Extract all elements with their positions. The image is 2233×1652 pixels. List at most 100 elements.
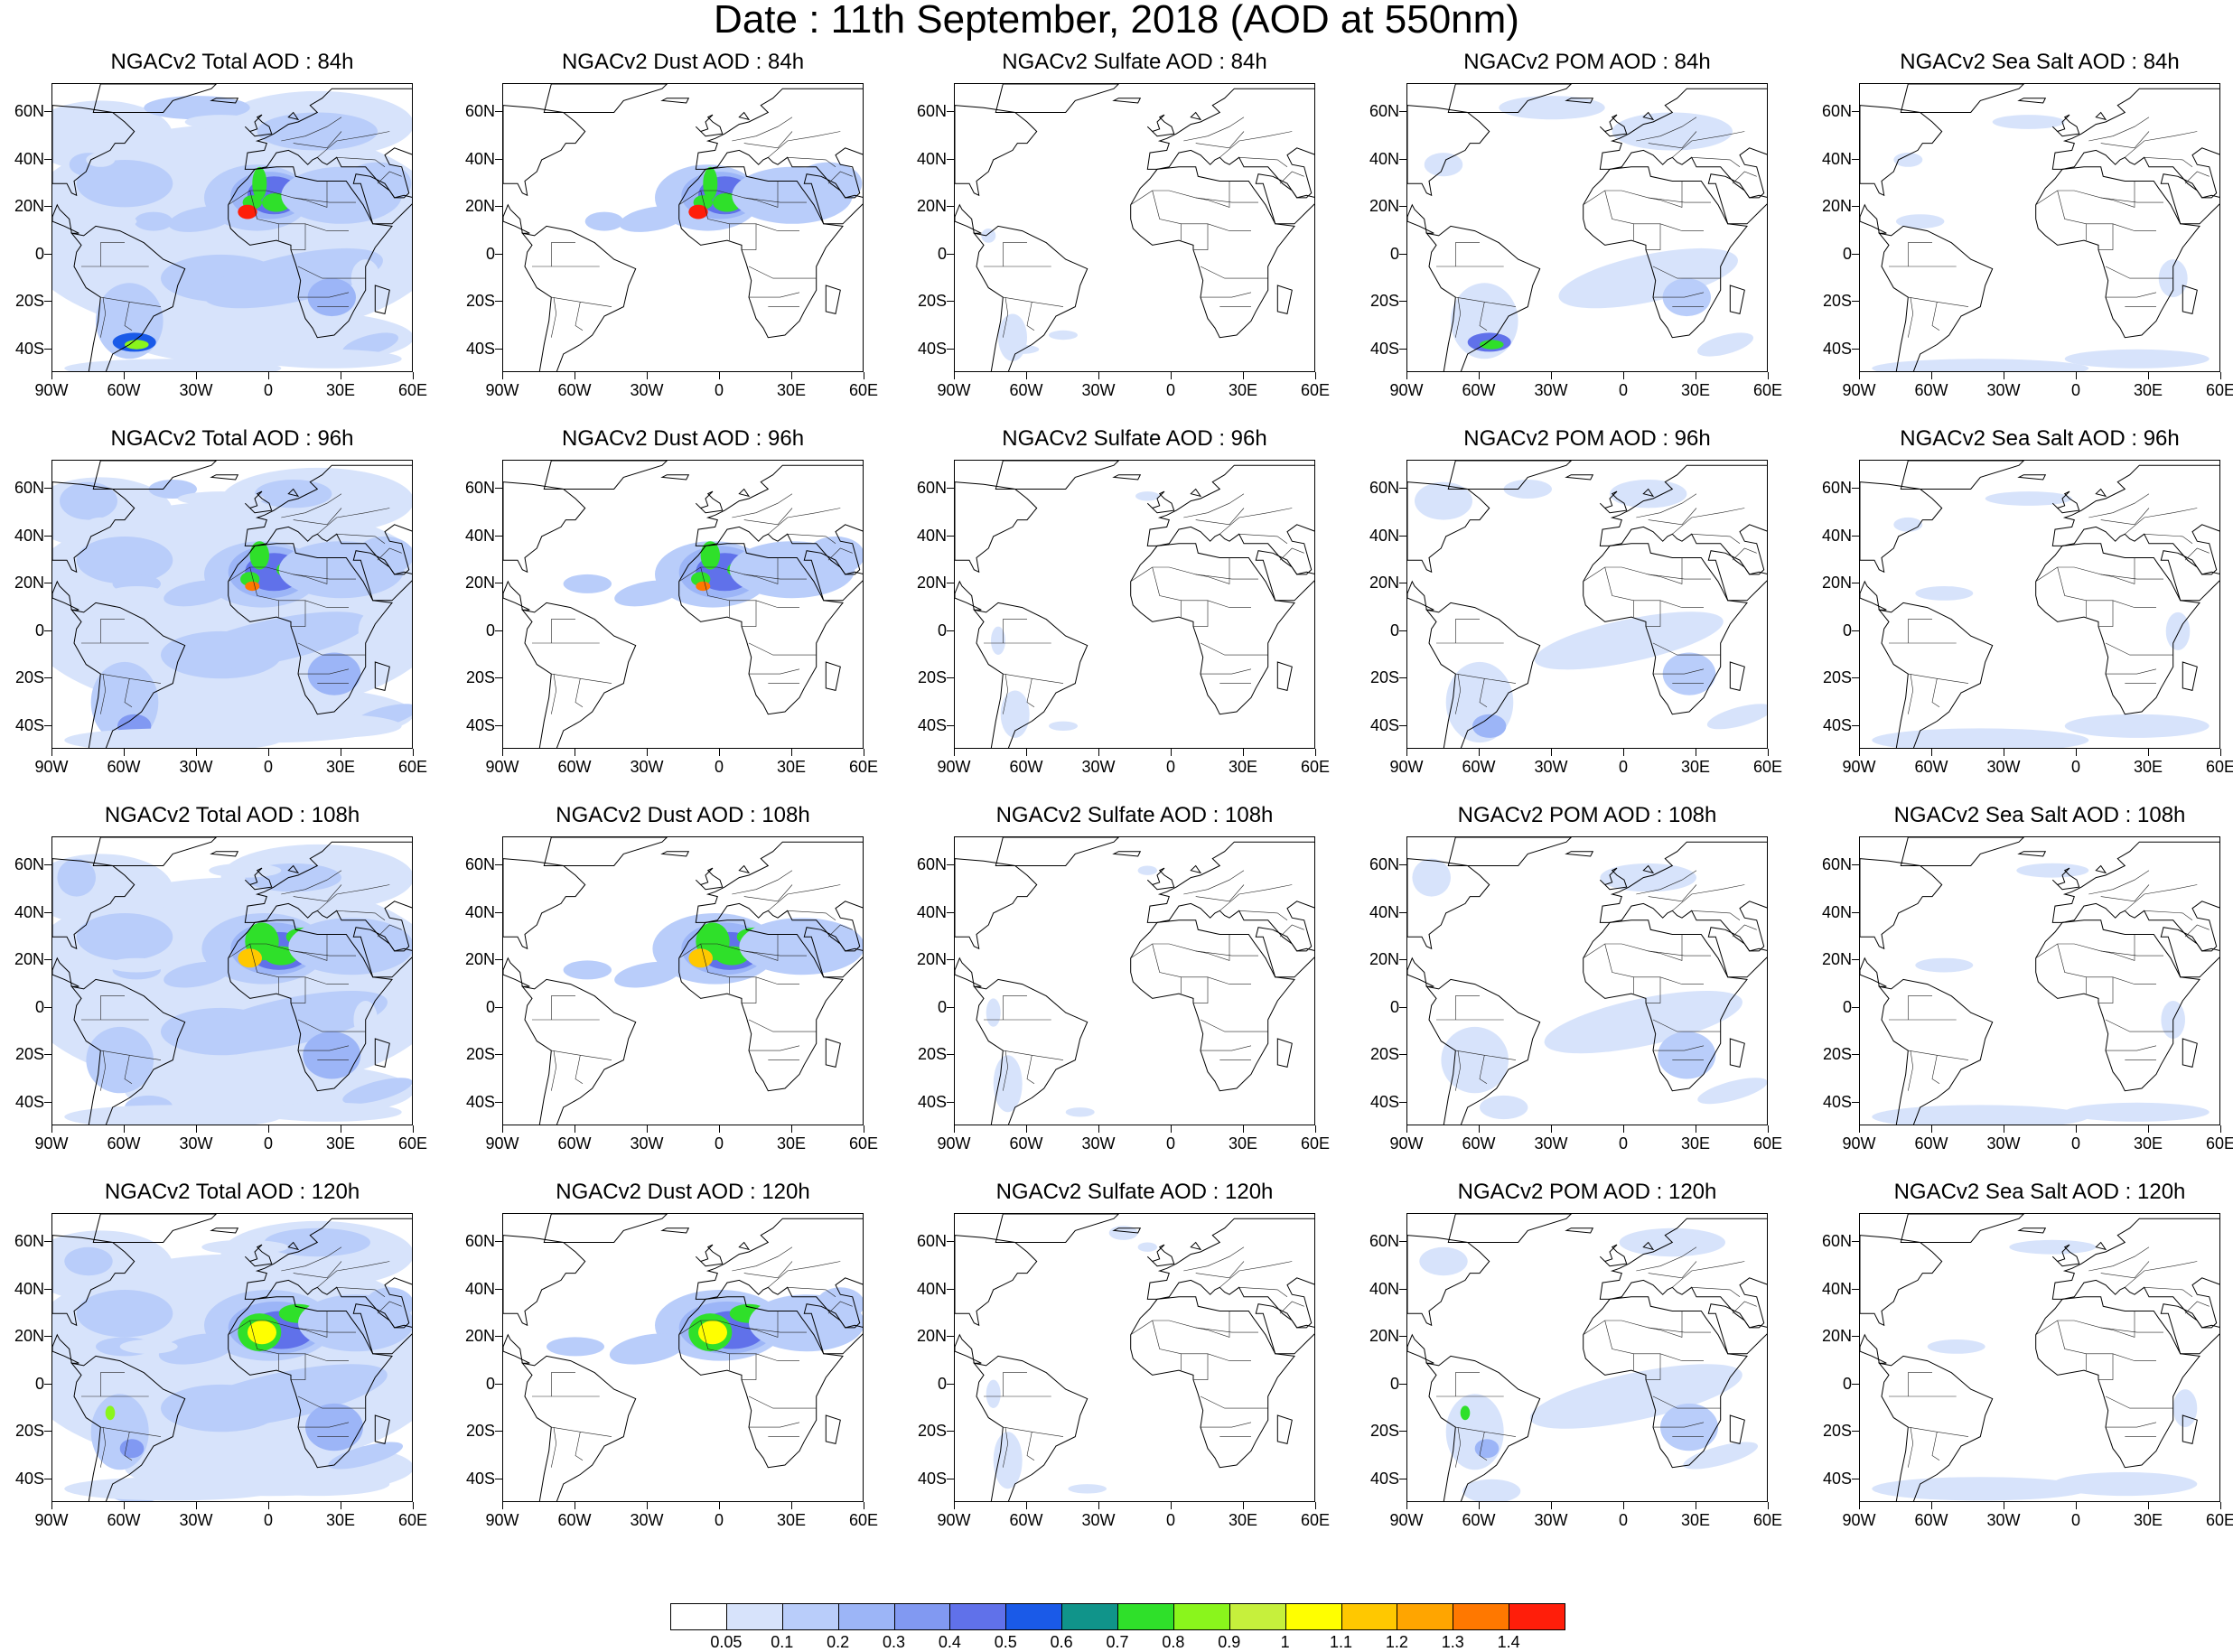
coastline [70,225,186,371]
country-border [1907,1372,1932,1396]
coastline [695,464,863,575]
y-tick [44,959,51,961]
coastline [1130,1296,1295,1469]
y-tick-label: 40N [14,526,44,545]
country-border [2098,223,2114,250]
country-border [1195,884,1245,902]
country-border [1455,673,1517,684]
coastline [1190,111,1202,121]
coastline [543,837,668,866]
country-border [317,131,390,158]
country-border [1193,976,1209,1003]
country-border [1003,673,1064,684]
country-border [1479,678,1488,708]
country-border [1201,1045,1252,1051]
y-tick [44,1431,51,1433]
x-tick-label: 90W [1842,1134,1876,1153]
coastline [1407,203,1434,234]
country-border [228,566,356,583]
coastline [521,225,637,371]
colorbar-label: 0.2 [827,1633,850,1651]
country-border [787,910,836,921]
y-tick-label: 20N [464,950,495,969]
y-tick [1852,158,1859,160]
aod-plume [177,491,265,506]
country-border [768,508,841,535]
y-tick-label: 40S [1369,339,1399,358]
x-tick-label: 30W [630,1134,664,1153]
coastline [52,1235,135,1327]
aod-plume [343,162,412,205]
x-tick [1931,372,1932,379]
country-border [732,1246,793,1272]
x-tick [2148,372,2149,379]
coastline [1707,173,1767,225]
x-tick-label: 60W [1462,1134,1496,1153]
x-tick-label: 60E [1300,1511,1331,1529]
coastline [1599,464,1767,575]
y-tick-label: 20N [1821,950,1852,969]
country-border [1652,1395,1721,1409]
x-tick [791,1125,792,1133]
coastline [995,837,1120,866]
country-border [2100,1311,2135,1338]
x-tick [124,372,125,379]
coastline [1565,98,1594,104]
aod-plume [2064,1102,2210,1122]
map-frame [51,460,413,749]
x-tick-label: 0 [714,1134,724,1153]
y-tick [1399,535,1406,537]
aod-plume [1412,858,1451,897]
country-border [1152,190,1251,231]
aod-plume [201,1239,289,1255]
coastline [1642,1241,1655,1251]
country-border [1219,131,1293,158]
y-tick-label: 20S [917,668,947,687]
coastline [1599,114,1628,137]
coastline [52,105,135,197]
aod-plume [168,206,236,232]
coastline [374,661,390,692]
coastline [695,867,724,891]
y-tick-label: 40N [916,149,947,168]
country-border [1583,1320,1711,1336]
y-tick-label: 20N [1821,197,1852,216]
country-border [228,943,356,959]
x-tick [51,1125,52,1133]
country-border [249,1320,349,1361]
y-tick [1399,206,1406,208]
country-border [124,1432,133,1461]
y-tick [1852,253,1859,255]
y-tick [495,1431,502,1433]
aod-plume [257,1102,402,1122]
y-tick [44,488,51,490]
y-tick [44,1383,51,1385]
coastline [1565,1227,1594,1234]
coastline [955,580,982,611]
country-border [742,1353,757,1380]
coastline [1447,1214,1573,1243]
country-border [1195,181,1230,208]
x-tick-label: 60E [2205,758,2233,776]
country-border [1201,292,1252,298]
aod-plume [2064,714,2210,738]
coastline [1565,474,1594,481]
map-frame [954,836,1315,1125]
coastline [955,1333,982,1364]
y-tick [947,911,954,913]
y-tick [1852,488,1859,490]
x-tick [51,1502,52,1509]
x-tick-label: 90W [34,1134,69,1153]
country-border [2100,557,2135,584]
y-tick [947,1241,954,1243]
x-tick-label: 0 [263,381,273,399]
country-border [1219,884,1293,911]
x-tick-label: 90W [1389,1134,1424,1153]
y-tick-label: 40N [1821,1279,1852,1298]
coastline [503,481,586,574]
country-border [100,297,107,338]
country-border [1238,1287,1288,1298]
coastline [995,84,1120,113]
country-border [2057,943,2156,985]
y-tick-label: 40S [14,1469,44,1488]
